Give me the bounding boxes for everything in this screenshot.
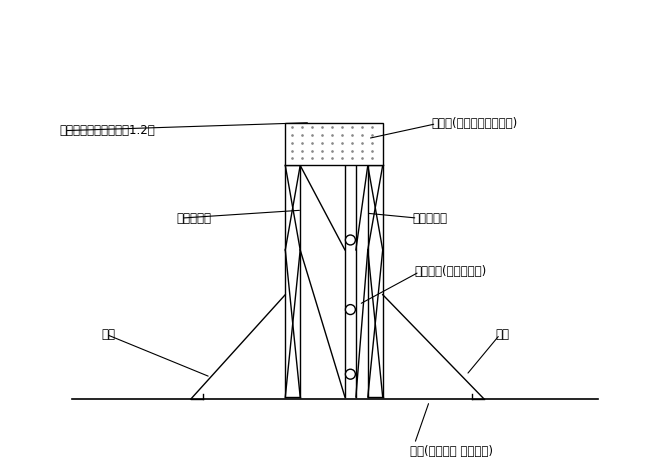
Text: 通用架体二: 通用架体二 (412, 211, 448, 225)
Text: 通用架体一: 通用架体一 (176, 211, 211, 225)
Text: 基底(必须平整 稳固可靠): 基底(必须平整 稳固可靠) (410, 445, 492, 458)
Bar (285, 123, 383, 165)
Text: 斜撑: 斜撑 (101, 328, 115, 341)
Text: 固定铁丝(不少于三处): 固定铁丝(不少于三处) (414, 265, 487, 278)
Text: 纺直安全网高度不小于1.2米: 纺直安全网高度不小于1.2米 (59, 124, 155, 137)
Circle shape (346, 235, 356, 245)
Circle shape (346, 369, 356, 379)
Text: 工作区(周边用安全网防护): 工作区(周边用安全网防护) (432, 117, 518, 130)
Text: 斜撑: 斜撑 (495, 328, 509, 341)
Circle shape (346, 305, 356, 315)
